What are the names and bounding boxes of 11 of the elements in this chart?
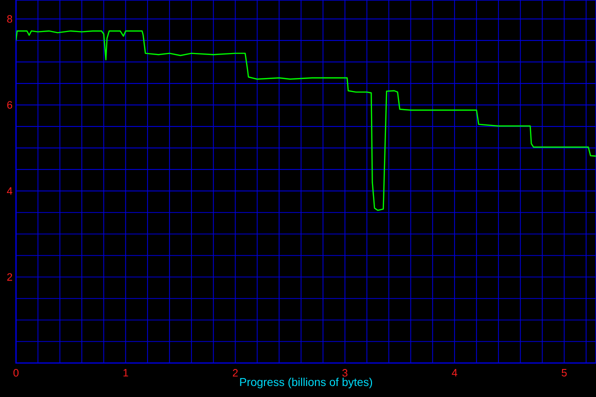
x-tick-label: 1 xyxy=(123,369,128,376)
y-tick-label: 8 xyxy=(7,15,12,23)
y-tick-label: 6 xyxy=(7,101,12,109)
x-tick-label: 4 xyxy=(452,369,458,376)
x-tick-label: 2 xyxy=(232,369,238,376)
y-tick-label: 2 xyxy=(7,273,12,281)
x-tick-label: 5 xyxy=(562,369,567,376)
x-axis-title: Progress (billions of bytes) xyxy=(240,378,372,388)
x-tick-label: 0 xyxy=(13,369,19,377)
x-tick-label: 3 xyxy=(342,369,348,377)
y-tick-label: 4 xyxy=(6,187,12,195)
